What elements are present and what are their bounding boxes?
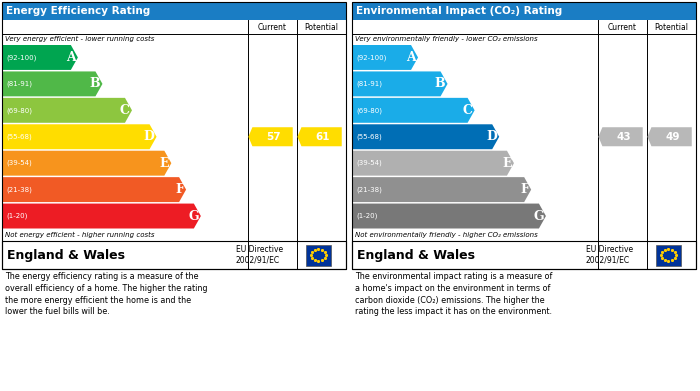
Polygon shape	[598, 127, 643, 146]
Polygon shape	[353, 98, 475, 123]
Text: Very energy efficient - lower running costs: Very energy efficient - lower running co…	[5, 36, 155, 42]
Text: (69-80): (69-80)	[356, 107, 382, 113]
Polygon shape	[3, 177, 186, 202]
Text: E: E	[503, 157, 512, 170]
Text: (21-38): (21-38)	[6, 187, 32, 193]
Text: F: F	[175, 183, 184, 196]
Text: 61: 61	[315, 132, 330, 142]
Text: Not energy efficient - higher running costs: Not energy efficient - higher running co…	[5, 232, 155, 238]
Text: The environmental impact rating is a measure of
a home's impact on the environme: The environmental impact rating is a mea…	[355, 272, 552, 316]
Text: G: G	[188, 210, 199, 222]
Text: A: A	[406, 51, 416, 64]
Bar	[352, 2, 696, 20]
Text: A: A	[66, 51, 76, 64]
Text: Environmental Impact (CO₂) Rating: Environmental Impact (CO₂) Rating	[356, 6, 562, 16]
Bar	[352, 2, 696, 269]
Text: Potential: Potential	[654, 23, 689, 32]
Text: EU Directive
2002/91/EC: EU Directive 2002/91/EC	[586, 245, 633, 265]
Text: B: B	[435, 77, 445, 90]
Text: C: C	[120, 104, 130, 117]
Text: E: E	[160, 157, 169, 170]
Text: EU Directive
2002/91/EC: EU Directive 2002/91/EC	[236, 245, 283, 265]
Polygon shape	[3, 98, 132, 123]
Polygon shape	[3, 124, 157, 149]
Bar	[2, 2, 346, 269]
Polygon shape	[298, 127, 342, 146]
Text: Energy Efficiency Rating: Energy Efficiency Rating	[6, 6, 150, 16]
Bar	[2, 2, 346, 20]
Polygon shape	[3, 72, 102, 96]
Polygon shape	[3, 151, 172, 176]
Text: D: D	[486, 130, 497, 143]
Bar	[352, 241, 696, 269]
Bar	[2, 241, 346, 269]
Text: D: D	[144, 130, 155, 143]
Text: G: G	[533, 210, 544, 222]
Text: C: C	[463, 104, 473, 117]
Polygon shape	[248, 127, 293, 146]
Text: (92-100): (92-100)	[6, 54, 36, 61]
Polygon shape	[3, 45, 78, 70]
Polygon shape	[353, 177, 531, 202]
Text: (1-20): (1-20)	[356, 213, 377, 219]
Text: (55-68): (55-68)	[6, 133, 32, 140]
Text: Very environmentally friendly - lower CO₂ emissions: Very environmentally friendly - lower CO…	[355, 36, 538, 42]
Text: (55-68): (55-68)	[356, 133, 382, 140]
Text: Current: Current	[258, 23, 287, 32]
Polygon shape	[648, 127, 692, 146]
Text: Not environmentally friendly - higher CO₂ emissions: Not environmentally friendly - higher CO…	[355, 232, 538, 238]
Text: England & Wales: England & Wales	[357, 249, 475, 262]
Text: The energy efficiency rating is a measure of the
overall efficiency of a home. T: The energy efficiency rating is a measur…	[5, 272, 207, 316]
Bar	[306, 244, 331, 265]
Polygon shape	[353, 124, 499, 149]
Polygon shape	[353, 45, 418, 70]
Polygon shape	[353, 151, 514, 176]
Text: 49: 49	[665, 132, 680, 142]
Text: 57: 57	[266, 132, 281, 142]
Text: (39-54): (39-54)	[6, 160, 32, 167]
Text: (39-54): (39-54)	[356, 160, 382, 167]
Polygon shape	[353, 204, 546, 228]
Text: (1-20): (1-20)	[6, 213, 27, 219]
Text: (81-91): (81-91)	[356, 81, 382, 87]
Text: F: F	[520, 183, 529, 196]
Text: (81-91): (81-91)	[6, 81, 32, 87]
Text: (21-38): (21-38)	[356, 187, 382, 193]
Polygon shape	[353, 72, 447, 96]
Text: 43: 43	[616, 132, 631, 142]
Text: England & Wales: England & Wales	[7, 249, 125, 262]
Text: Current: Current	[608, 23, 637, 32]
Bar	[656, 244, 681, 265]
Polygon shape	[3, 204, 201, 228]
Text: (69-80): (69-80)	[6, 107, 32, 113]
Text: (92-100): (92-100)	[356, 54, 386, 61]
Text: B: B	[90, 77, 101, 90]
Text: Potential: Potential	[304, 23, 339, 32]
